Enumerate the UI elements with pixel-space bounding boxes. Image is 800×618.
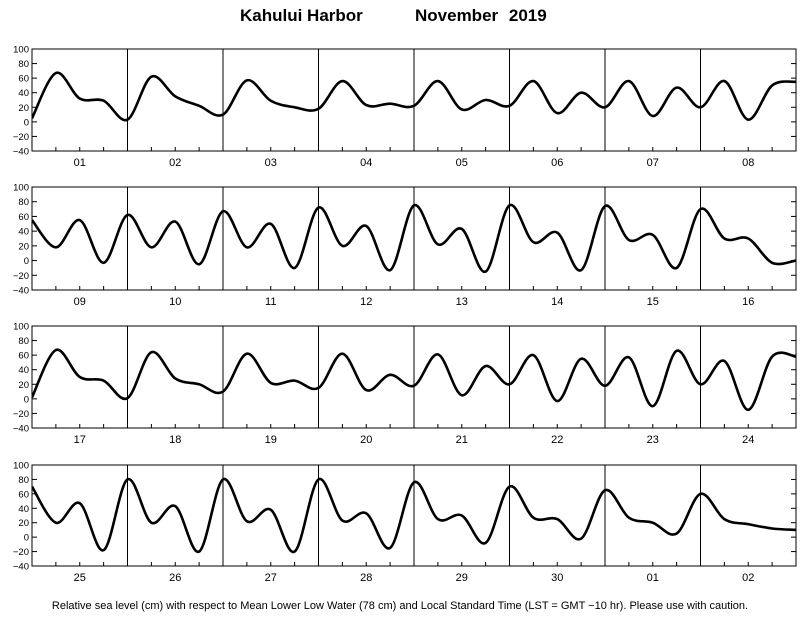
y-tick-label: 20 bbox=[18, 380, 29, 391]
y-tick-label: −40 bbox=[13, 424, 29, 435]
x-day-label: 29 bbox=[456, 572, 468, 584]
sea-level-series-line bbox=[32, 204, 796, 273]
chart-title-location: Kahului Harbor bbox=[240, 6, 363, 25]
x-day-label: 26 bbox=[169, 572, 181, 584]
y-tick-label: 60 bbox=[18, 489, 29, 500]
y-tick-label: 20 bbox=[18, 103, 29, 114]
y-tick-label: 60 bbox=[18, 351, 29, 362]
y-tick-label: 100 bbox=[13, 461, 29, 472]
y-tick-label: 80 bbox=[18, 197, 29, 208]
x-day-label: 01 bbox=[74, 157, 86, 169]
chart-panel-1: 100 80 60 40 20 0 −20 −40 01 02 03 04 05 06 07 08 bbox=[13, 45, 797, 169]
y-tick-label: 100 bbox=[13, 322, 29, 333]
x-day-label: 14 bbox=[551, 296, 563, 308]
y-tick-label: 60 bbox=[18, 212, 29, 223]
y-tick-label: 80 bbox=[18, 475, 29, 486]
y-tick-label: 0 bbox=[24, 256, 29, 267]
x-day-label: 06 bbox=[551, 157, 563, 169]
x-day-label: 23 bbox=[647, 434, 659, 446]
y-tick-label: 20 bbox=[18, 241, 29, 252]
sea-level-series-line bbox=[32, 478, 796, 553]
y-tick-label: −40 bbox=[13, 562, 29, 573]
y-tick-label: −20 bbox=[13, 271, 29, 282]
chart-panel-2: 100 80 60 40 20 0 −20 −40 09 10 11 12 13 14 15 16 bbox=[13, 183, 797, 308]
x-day-label: 19 bbox=[265, 434, 277, 446]
x-day-label: 27 bbox=[265, 572, 277, 584]
x-day-label: 02 bbox=[169, 157, 181, 169]
x-day-label: 20 bbox=[360, 434, 372, 446]
y-tick-label: −20 bbox=[13, 132, 29, 143]
x-day-label: 12 bbox=[360, 296, 372, 308]
y-tick-label: 40 bbox=[18, 227, 29, 238]
chart-panel-3: 100 80 60 40 20 0 −20 −40 17 18 19 20 21 22 23 24 bbox=[13, 322, 797, 446]
x-day-label: 05 bbox=[456, 157, 468, 169]
y-tick-label: 0 bbox=[24, 394, 29, 405]
chart-panel-4: 100 80 60 40 20 0 −20 −40 25 26 27 28 29 30 01 02 bbox=[13, 461, 797, 584]
x-day-label: 10 bbox=[169, 296, 181, 308]
y-tick-label: 100 bbox=[13, 45, 29, 56]
x-day-label: 22 bbox=[551, 434, 563, 446]
y-tick-label: −20 bbox=[13, 409, 29, 420]
x-day-label: 01 bbox=[647, 572, 659, 584]
x-day-label: 08 bbox=[742, 157, 754, 169]
x-day-label: 28 bbox=[360, 572, 372, 584]
x-day-label: 04 bbox=[360, 157, 372, 169]
x-day-label: 30 bbox=[551, 572, 563, 584]
x-day-label: 11 bbox=[265, 296, 276, 308]
y-tick-label: 80 bbox=[18, 336, 29, 347]
y-tick-label: −40 bbox=[13, 286, 29, 297]
chart-title-row: Kahului Harbor November 2019 bbox=[0, 3, 800, 27]
x-day-label: 17 bbox=[74, 434, 86, 446]
y-tick-label: 40 bbox=[18, 88, 29, 99]
sea-level-series-line bbox=[32, 348, 796, 412]
x-day-label: 24 bbox=[742, 434, 754, 446]
y-tick-label: 80 bbox=[18, 59, 29, 70]
x-day-label: 18 bbox=[169, 434, 181, 446]
x-day-label: 09 bbox=[74, 296, 86, 308]
sea-level-series-line bbox=[32, 71, 796, 122]
y-tick-label: 40 bbox=[18, 504, 29, 515]
y-tick-label: 0 bbox=[24, 117, 29, 128]
y-tick-label: −40 bbox=[13, 147, 29, 158]
x-day-label: 16 bbox=[742, 296, 754, 308]
y-tick-label: 20 bbox=[18, 518, 29, 529]
y-tick-label: 0 bbox=[24, 533, 29, 544]
chart-caption: Relative sea level (cm) with respect to … bbox=[51, 600, 749, 612]
x-day-label: 03 bbox=[265, 157, 277, 169]
y-tick-label: 60 bbox=[18, 74, 29, 85]
x-day-label: 15 bbox=[647, 296, 659, 308]
x-day-label: 25 bbox=[74, 572, 86, 584]
y-tick-label: 100 bbox=[13, 183, 29, 194]
chart-title-period: November 2019 bbox=[415, 6, 547, 25]
y-tick-label: 40 bbox=[18, 365, 29, 376]
x-day-label: 13 bbox=[456, 296, 468, 308]
y-tick-label: −20 bbox=[13, 547, 29, 558]
x-day-label: 02 bbox=[742, 572, 754, 584]
x-day-label: 07 bbox=[647, 157, 659, 169]
x-day-label: 21 bbox=[456, 434, 468, 446]
